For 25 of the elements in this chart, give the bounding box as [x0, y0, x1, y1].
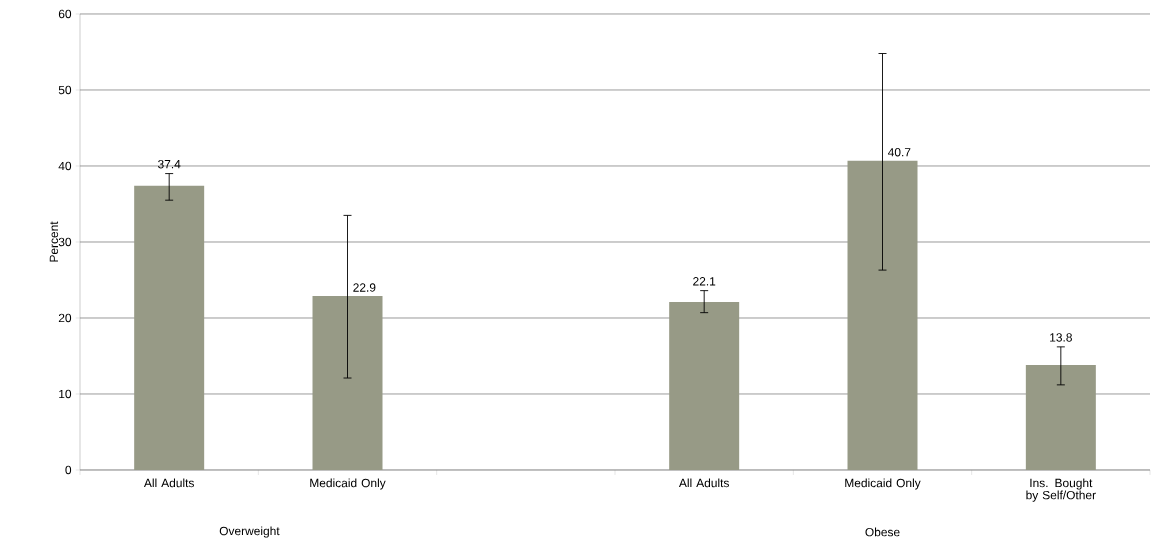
data-label: 13.8 — [1050, 333, 1072, 342]
bar — [134, 185, 205, 470]
y-axis-title: Percent — [49, 221, 59, 262]
x-tick-label: Medicaid Only — [310, 478, 386, 490]
x-tick-label: All Adults — [678, 478, 729, 488]
y-tick-label: 50 — [58, 85, 72, 95]
data-label: 40.7 — [887, 148, 911, 157]
data-label: 22.9 — [353, 283, 376, 292]
bar — [847, 160, 918, 470]
bar — [312, 295, 383, 470]
y-tick-label: 30 — [58, 237, 72, 247]
bar — [1025, 365, 1096, 470]
y-tick-label: 60 — [58, 9, 72, 19]
text: Overweight — [219, 526, 280, 538]
y-tick-label: 10 — [59, 389, 72, 399]
x-tick-label: Medicaid Only — [845, 478, 921, 490]
y-tick-label: 40 — [58, 161, 72, 171]
y-tick-label: 20 — [58, 313, 72, 323]
x-tick-label: Ins. Bought by Self/Other — [1026, 478, 1096, 502]
x-tick-label: All Adults — [143, 478, 194, 488]
text: Obese — [865, 527, 900, 537]
data-label: 37.4 — [158, 159, 181, 169]
y-tick-label: 0 — [65, 465, 72, 475]
bar — [669, 302, 740, 470]
data-label: 22.1 — [693, 277, 716, 286]
